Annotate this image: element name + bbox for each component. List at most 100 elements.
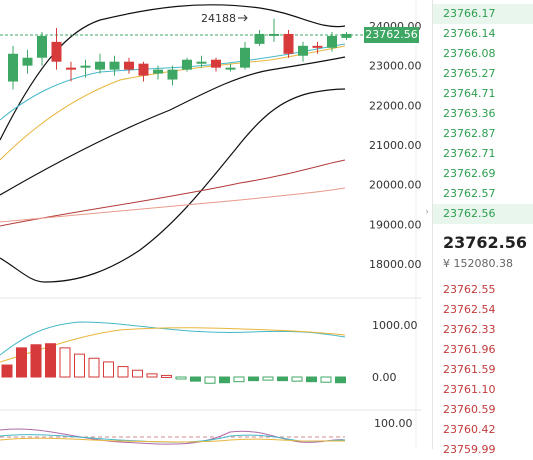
bollinger-mid-line: [0, 56, 346, 196]
volume-bar: [320, 376, 332, 383]
ma-long-line: [0, 159, 346, 227]
volume-bar: [74, 353, 85, 378]
candle: [225, 63, 236, 72]
ask-price[interactable]: 23765.27: [443, 67, 496, 80]
peak-price-label: 24188: [201, 12, 236, 25]
volume-bar: [262, 376, 274, 381]
ma-very-long-line: [0, 187, 346, 223]
price-axis-label: 20000.00: [369, 179, 422, 192]
volume-bar: [233, 376, 245, 383]
ask-price[interactable]: 23764.71: [443, 87, 496, 100]
volume-bar: [132, 369, 143, 378]
candle: [80, 59, 91, 78]
volume-bar: [88, 357, 100, 378]
volume-bar: [335, 376, 346, 384]
volume-bar: [277, 376, 288, 382]
candle: [167, 65, 178, 86]
chart-canvas[interactable]: 24188 24000.0023000.0022000.0021000.0020…: [0, 0, 422, 449]
candle: [341, 31, 352, 40]
volume-bar: [117, 366, 129, 378]
bid-price[interactable]: 23760.59: [443, 403, 496, 416]
candle: [109, 55, 120, 76]
order-book-panel: 23766.17 23766.14 23766.08 23765.27 23764.71…: [432, 0, 533, 456]
candle: [211, 57, 221, 72]
candle: [196, 55, 207, 68]
bid-price[interactable]: 23761.96: [443, 343, 496, 356]
peak-arrow-icon: [238, 14, 248, 22]
kline-chart-area[interactable]: 24188 24000.0023000.0022000.0021000.0020…: [0, 0, 422, 449]
ma-short-line: [0, 43, 346, 121]
volume-axis-label: 0.00: [372, 371, 397, 384]
candle: [182, 57, 192, 72]
candle: [37, 31, 47, 66]
volume-bar: [45, 343, 56, 378]
ask-price[interactable]: 23762.87: [443, 127, 496, 140]
candle: [298, 41, 308, 62]
candle: [51, 27, 62, 70]
candle: [95, 53, 105, 74]
candle: [327, 31, 337, 52]
bollinger-upper-line: [0, 4, 346, 141]
price-axis-labels: 24000.0023000.0022000.0021000.0020000.00…: [369, 20, 422, 271]
bid-price[interactable]: 23762.33: [443, 323, 496, 336]
bid-price[interactable]: 23760.42: [443, 423, 496, 436]
bid-price[interactable]: 23761.10: [443, 383, 496, 396]
volume-bar: [306, 376, 317, 383]
ask-price[interactable]: 23762.57: [443, 187, 496, 200]
ask-price[interactable]: 23762.69: [443, 167, 496, 180]
price-axis-label: 19000.00: [369, 218, 422, 231]
price-axis-label: 23000.00: [369, 60, 422, 73]
bid-price[interactable]: 23759.99: [443, 443, 496, 456]
bid-price[interactable]: 23762.54: [443, 303, 496, 316]
bollinger-lower-line: [0, 88, 346, 283]
candle: [22, 49, 33, 74]
candlestick-series: [8, 18, 352, 90]
volume-bar: [30, 344, 42, 378]
volume-bar: [248, 376, 259, 382]
volume-bar: [204, 376, 216, 384]
volume-bar: [16, 347, 27, 378]
ask-price[interactable]: 23766.08: [443, 47, 496, 60]
candle: [138, 61, 149, 82]
oscillator-axis-labels: 100.00: [374, 417, 413, 430]
candle: [312, 41, 323, 54]
current-price-tag: 23762.56: [364, 27, 419, 43]
candle: [283, 29, 294, 58]
price-axis-label: 22000.00: [369, 99, 422, 112]
volume-bar: [161, 374, 172, 378]
chevron-right-icon[interactable]: ›: [425, 206, 429, 216]
last-price: 23762.56: [443, 233, 528, 252]
volume-axis-label: 1000.00: [372, 319, 418, 332]
candle: [124, 57, 134, 74]
price-axis-label: 21000.00: [369, 139, 422, 152]
bid-price[interactable]: 23762.55: [443, 283, 496, 296]
volume-axis-labels: 1000.00 0.00: [372, 319, 418, 384]
candle: [153, 65, 163, 80]
ask-price[interactable]: 23766.17: [433, 4, 533, 24]
ask-price[interactable]: 23766.14: [443, 27, 496, 40]
volume-bar: [146, 373, 158, 378]
price-axis-label: 18000.00: [369, 258, 422, 271]
volume-bar: [59, 347, 71, 378]
volume-ma-long-line: [0, 327, 346, 363]
volume-bar: [103, 361, 114, 378]
ma-medium-line: [0, 45, 346, 161]
volume-bar: [175, 376, 187, 380]
volume-bar: [219, 376, 230, 384]
last-volume: ¥ 152080.38: [443, 257, 513, 270]
volume-bar: [1, 364, 13, 378]
bid-price[interactable]: 23761.59: [443, 363, 496, 376]
ask-price[interactable]: 23762.56: [433, 204, 533, 224]
ask-price[interactable]: 23763.36: [443, 107, 496, 120]
candle: [269, 18, 279, 42]
ask-price[interactable]: 23762.71: [443, 147, 496, 160]
candle: [8, 45, 18, 90]
oscillator-axis-label: 100.00: [374, 417, 413, 430]
candle: [254, 29, 265, 46]
oscillator-j-line: [0, 437, 345, 443]
volume-bar: [190, 376, 201, 382]
candle: [66, 61, 76, 82]
volume-histogram: [1, 343, 346, 384]
volume-bar: [291, 376, 303, 382]
candle: [240, 41, 250, 70]
